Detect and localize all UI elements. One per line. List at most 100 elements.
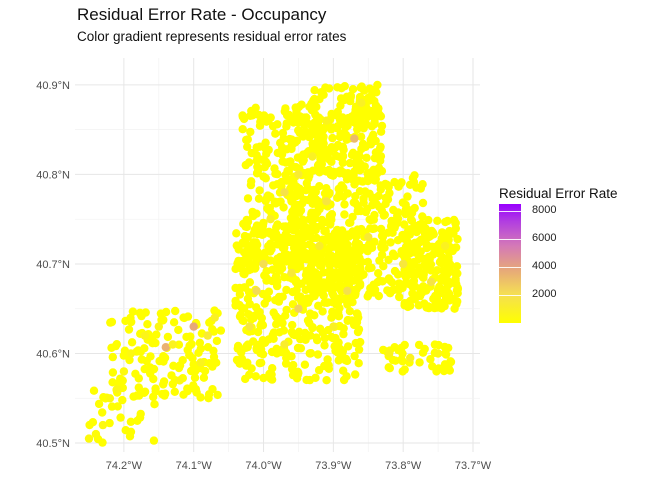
- map-point: [374, 104, 383, 113]
- map-point: [390, 177, 399, 187]
- map-point: [116, 413, 125, 422]
- map-point: [328, 241, 337, 250]
- map-point: [384, 182, 393, 192]
- data-point-6: [126, 349, 136, 358]
- data-point-27: [399, 259, 408, 269]
- map-point: [351, 338, 360, 348]
- map-point: [328, 307, 337, 316]
- map-point: [358, 177, 368, 186]
- map-point: [196, 344, 205, 353]
- map-point: [419, 272, 428, 281]
- map-point: [312, 138, 322, 147]
- map-point: [400, 365, 409, 374]
- map-point: [401, 209, 410, 219]
- x-tick-label-1: 74.1°W: [176, 460, 213, 472]
- map-point: [266, 113, 275, 122]
- map-point: [324, 190, 333, 199]
- map-point: [363, 204, 372, 213]
- map-point: [348, 148, 358, 157]
- map-point: [325, 266, 335, 276]
- map-point: [337, 226, 347, 235]
- map-point: [301, 270, 311, 280]
- map-point: [160, 353, 170, 362]
- map-point: [281, 230, 290, 239]
- map-point: [400, 340, 409, 350]
- map-point: [289, 113, 298, 122]
- map-point: [332, 151, 341, 161]
- map-point: [189, 360, 198, 369]
- map-point: [431, 299, 440, 308]
- map-point: [108, 368, 118, 377]
- map-point: [248, 207, 257, 217]
- map-point: [350, 351, 359, 361]
- map-point: [373, 80, 382, 90]
- map-point: [310, 130, 320, 139]
- map-point: [418, 198, 428, 208]
- map-point: [294, 205, 304, 214]
- map-point: [316, 154, 325, 164]
- map-point: [370, 96, 379, 106]
- data-point-36: [252, 286, 261, 295]
- map-point: [398, 349, 407, 358]
- map-point: [94, 399, 104, 409]
- legend-title: Residual Error Rate: [499, 186, 618, 201]
- map-point: [384, 363, 393, 372]
- data-point-10: [168, 340, 177, 349]
- data-point-11: [175, 376, 184, 385]
- data-point-14: [203, 331, 212, 340]
- map-point: [340, 246, 349, 255]
- map-point: [108, 352, 118, 362]
- map-point: [247, 106, 256, 116]
- map-point: [274, 292, 284, 302]
- map-point: [341, 273, 350, 283]
- map-point: [322, 376, 331, 385]
- map-point: [259, 218, 268, 228]
- map-point: [341, 256, 350, 265]
- map-point: [398, 357, 407, 366]
- map-point: [343, 315, 353, 325]
- map-point: [151, 387, 160, 396]
- map-point: [440, 360, 450, 369]
- map-point: [306, 349, 316, 358]
- map-point: [267, 276, 277, 286]
- map-point: [308, 222, 317, 231]
- map-point: [449, 215, 459, 225]
- map-point: [107, 402, 117, 411]
- map-point: [297, 248, 306, 257]
- legend-tick-label-2: 6000: [532, 232, 557, 244]
- map-point: [255, 359, 264, 368]
- map-point: [374, 269, 383, 278]
- map-point: [131, 369, 140, 378]
- map-point: [246, 127, 255, 137]
- map-point: [336, 101, 345, 110]
- map-point: [366, 215, 376, 225]
- map-point: [325, 155, 334, 164]
- map-point: [231, 301, 240, 310]
- map-point: [288, 287, 297, 297]
- map-point: [400, 253, 409, 262]
- map-point: [232, 241, 241, 250]
- map-point: [348, 298, 357, 307]
- map-point: [106, 318, 115, 327]
- map-point: [305, 375, 314, 385]
- map-point: [328, 171, 338, 180]
- map-point: [240, 304, 249, 313]
- map-point: [272, 281, 282, 291]
- x-axis-tick-labels: 74.2°W 74.1°W 74.0°W 73.9°W 73.8°W 73.7°W: [106, 460, 492, 472]
- data-point-28: [426, 277, 436, 287]
- map-point: [232, 229, 241, 238]
- map-point: [310, 86, 319, 95]
- map-point: [254, 194, 264, 203]
- map-point: [278, 243, 288, 253]
- data-point-37: [322, 197, 331, 206]
- map-point: [426, 260, 436, 269]
- map-point: [401, 200, 410, 210]
- map-point: [247, 364, 256, 373]
- map-point: [310, 254, 319, 263]
- map-point: [362, 119, 371, 129]
- map-point: [126, 417, 136, 426]
- legend-tick-0: [499, 295, 521, 296]
- map-point: [179, 390, 188, 399]
- map-point: [347, 173, 356, 183]
- map-point: [339, 375, 349, 385]
